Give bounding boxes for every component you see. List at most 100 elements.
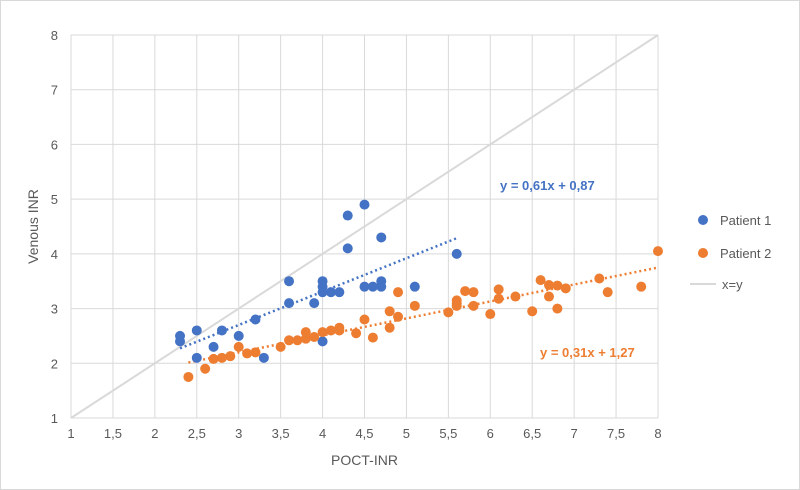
data-point-patient-2: [493, 284, 504, 295]
legend: Patient 1 Patient 2 x=y: [690, 213, 771, 292]
x-equals-y-line: [70, 34, 659, 419]
y-tick-label: 4: [51, 247, 58, 262]
data-point-patient-2: [552, 303, 563, 314]
x-tick-label: 8: [654, 426, 661, 441]
data-point-patient-1: [191, 352, 202, 363]
data-point-patient-1: [317, 287, 328, 298]
data-point-patient-2: [300, 327, 311, 338]
data-point-patient-2: [200, 363, 211, 374]
y-tick-label: 6: [51, 137, 58, 152]
data-point-patient-1: [284, 276, 295, 287]
data-point-patient-1: [216, 325, 227, 336]
data-point-patient-1: [258, 352, 269, 363]
x-tick-label: 3,5: [272, 426, 290, 441]
y-tick-label: 5: [51, 192, 58, 207]
x-tick-label: 6: [487, 426, 494, 441]
data-point-patient-1: [342, 210, 353, 221]
data-point-patient-2: [594, 273, 605, 284]
x-tick-label: 7,5: [607, 426, 625, 441]
data-point-patient-2: [510, 291, 521, 302]
x-tick-label: 7: [571, 426, 578, 441]
x-tick-label: 4,5: [355, 426, 373, 441]
data-point-patient-2: [468, 300, 479, 311]
y-tick-label: 8: [51, 28, 58, 43]
data-point-patient-1: [325, 287, 336, 298]
data-point-patient-2: [367, 332, 378, 343]
y-tick-label: 3: [51, 302, 58, 317]
data-point-patient-2: [384, 306, 395, 317]
data-point-patient-1: [376, 281, 387, 292]
x-tick-label: 2: [151, 426, 158, 441]
data-point-patient-2: [334, 322, 345, 333]
x-tick-label: 1: [67, 426, 74, 441]
data-point-patient-2: [317, 327, 328, 338]
data-point-patient-2: [275, 341, 286, 352]
data-point-patient-2: [183, 371, 194, 382]
x-tick-label: 4: [319, 426, 326, 441]
data-point-patient-1: [342, 243, 353, 254]
y-tick-label: 1: [51, 411, 58, 426]
data-point-patient-2: [216, 352, 227, 363]
legend-label-patient-2: Patient 2: [720, 246, 771, 261]
data-point-patient-2: [535, 275, 546, 286]
data-point-patient-1: [284, 298, 295, 309]
x-axis-title: POCT-INR: [331, 452, 398, 468]
data-point-patient-2: [460, 286, 471, 297]
data-point-patient-1: [191, 325, 202, 336]
data-point-patient-2: [284, 335, 295, 346]
y-tick-label: 2: [51, 356, 58, 371]
data-point-patient-2: [393, 287, 404, 298]
data-point-patient-2: [325, 325, 336, 336]
data-point-patient-2: [527, 306, 538, 317]
x-tick-label: 2,5: [188, 426, 206, 441]
data-point-patient-1: [208, 341, 219, 352]
x-tick-label: 6,5: [523, 426, 541, 441]
data-point-patient-2: [393, 311, 404, 322]
data-point-patient-2: [543, 280, 554, 291]
data-point-patient-2: [409, 300, 420, 311]
x-tick-label: 5: [403, 426, 410, 441]
legend-marker-patient-1: [698, 215, 708, 225]
trendline-equation-patient-1: y = 0,61x + 0,87: [500, 178, 595, 193]
y-axis-title: Venous INR: [25, 189, 41, 264]
data-points: [175, 199, 663, 382]
data-point-patient-1: [334, 287, 345, 298]
data-point-patient-1: [359, 199, 370, 210]
legend-marker-patient-2: [698, 248, 708, 258]
data-point-patient-2: [485, 309, 496, 320]
grid: [70, 34, 659, 419]
data-point-patient-1: [367, 281, 378, 292]
data-point-patient-1: [376, 232, 387, 243]
data-point-patient-2: [602, 287, 613, 298]
data-point-patient-2: [233, 341, 244, 352]
data-point-patient-2: [451, 300, 462, 311]
x-tick-label: 1,5: [104, 426, 122, 441]
data-point-patient-2: [309, 332, 320, 343]
data-point-patient-1: [451, 248, 462, 259]
x-tick-label: 3: [235, 426, 242, 441]
data-point-patient-2: [493, 293, 504, 304]
data-point-patient-1: [359, 281, 370, 292]
data-point-patient-2: [351, 328, 362, 339]
data-point-patient-2: [208, 353, 219, 364]
data-point-patient-1: [250, 314, 261, 325]
legend-label-patient-1: Patient 1: [720, 213, 771, 228]
data-point-patient-2: [359, 314, 370, 325]
data-point-patient-1: [233, 330, 244, 341]
data-point-patient-2: [560, 283, 571, 294]
data-point-patient-2: [443, 307, 454, 318]
data-point-patient-2: [225, 351, 236, 362]
data-point-patient-1: [175, 336, 186, 347]
data-point-patient-2: [292, 335, 303, 346]
y-tick-label: 7: [51, 83, 58, 98]
x-axis-ticks: 1 1,5 2 2,5 3 3,5 4 4,5 5 5,5 6 6,5 7 7,5 8: [67, 426, 661, 441]
x-tick-label: 5,5: [439, 426, 457, 441]
data-point-patient-2: [636, 281, 647, 292]
data-point-patient-2: [468, 287, 479, 298]
data-point-patient-2: [242, 348, 253, 359]
legend-label-x-equals-y: x=y: [722, 277, 743, 292]
y-axis-ticks: 1 2 3 4 5 6 7 8: [51, 28, 58, 426]
data-point-patient-2: [384, 322, 395, 333]
trendline-equation-patient-2: y = 0,31x + 1,27: [540, 345, 635, 360]
